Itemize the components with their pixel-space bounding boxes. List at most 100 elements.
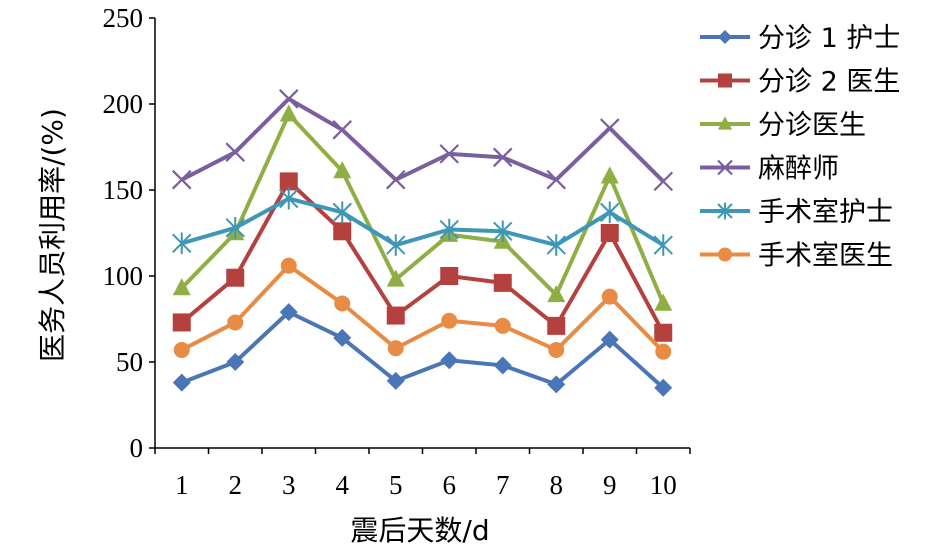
data-point bbox=[387, 340, 404, 357]
data-point bbox=[280, 257, 297, 274]
data-point bbox=[333, 222, 352, 241]
data-point bbox=[279, 187, 299, 210]
legend-item: 手术室护士 bbox=[700, 197, 893, 228]
data-point bbox=[172, 278, 191, 296]
y-tick-label: 250 bbox=[103, 3, 144, 33]
data-point bbox=[654, 293, 673, 311]
legend-marker bbox=[718, 30, 732, 44]
data-point bbox=[599, 118, 620, 138]
data-point bbox=[172, 313, 191, 332]
data-point bbox=[653, 234, 673, 256]
legend-marker bbox=[718, 247, 732, 262]
series-3 bbox=[172, 104, 673, 311]
series-layer bbox=[171, 89, 674, 397]
data-point bbox=[600, 166, 619, 184]
legend-label: 手术室医生 bbox=[758, 241, 893, 272]
data-point bbox=[226, 353, 245, 371]
data-point bbox=[225, 217, 245, 239]
data-point bbox=[279, 172, 298, 191]
legend-marker bbox=[718, 73, 732, 88]
legend-item: 麻醉师 bbox=[700, 154, 839, 185]
legend-item: 分诊 2 医生 bbox=[700, 67, 900, 98]
series-line bbox=[181, 310, 665, 390]
data-point bbox=[655, 343, 672, 360]
legend-item: 分诊 1 护士 bbox=[700, 23, 900, 54]
legend-marker bbox=[717, 159, 733, 176]
series-4 bbox=[171, 89, 674, 192]
axes: 0 50 100 150 200 250 1 2 3 4 5 6 7 8 9 10 bbox=[103, 3, 691, 500]
data-point bbox=[546, 234, 566, 256]
data-point bbox=[279, 303, 298, 322]
y-tick-label: 150 bbox=[103, 175, 144, 205]
legend-label: 分诊 1 护士 bbox=[758, 23, 900, 54]
data-point bbox=[546, 169, 567, 190]
data-point bbox=[227, 314, 244, 331]
x-tick-label: 4 bbox=[336, 470, 350, 500]
data-point bbox=[654, 378, 673, 397]
data-point bbox=[279, 104, 298, 122]
data-point bbox=[333, 161, 352, 179]
legend-label: 麻醉师 bbox=[758, 154, 839, 185]
data-point bbox=[225, 142, 246, 162]
data-point bbox=[653, 171, 674, 192]
data-point bbox=[548, 341, 565, 358]
x-tick-label: 1 bbox=[175, 470, 189, 500]
data-point bbox=[494, 317, 511, 334]
legend-label: 分诊 2 医生 bbox=[758, 67, 900, 98]
data-point bbox=[173, 341, 190, 358]
series-line bbox=[180, 96, 665, 183]
y-tick-label: 50 bbox=[116, 347, 143, 377]
x-tick-label: 2 bbox=[229, 470, 243, 500]
data-point bbox=[493, 356, 512, 375]
data-point bbox=[332, 201, 352, 224]
data-point bbox=[386, 306, 405, 325]
y-tick-label: 100 bbox=[103, 261, 144, 291]
y-tick-label: 0 bbox=[130, 433, 144, 463]
data-point bbox=[385, 169, 406, 190]
data-point bbox=[333, 328, 352, 347]
legend-label: 手术室护士 bbox=[758, 197, 893, 228]
series-line bbox=[180, 112, 666, 305]
legend-item: 分诊医生 bbox=[700, 110, 866, 141]
data-point bbox=[440, 267, 459, 285]
series-2 bbox=[172, 172, 673, 342]
data-point bbox=[600, 224, 619, 242]
data-point bbox=[332, 120, 353, 140]
x-tick-label: 8 bbox=[550, 470, 564, 500]
data-point bbox=[601, 288, 618, 305]
data-point bbox=[600, 330, 619, 349]
x-tick-label: 6 bbox=[443, 470, 457, 500]
series-line bbox=[181, 196, 665, 248]
data-point bbox=[493, 273, 512, 292]
data-point bbox=[440, 351, 459, 370]
y-tick-label: 200 bbox=[103, 89, 144, 119]
series-1 bbox=[172, 303, 673, 397]
data-point bbox=[386, 371, 405, 390]
x-tick-label: 10 bbox=[650, 470, 677, 500]
data-point bbox=[334, 295, 351, 312]
data-point bbox=[278, 89, 299, 109]
data-point bbox=[172, 373, 191, 392]
data-point bbox=[547, 375, 566, 394]
x-tick-label: 5 bbox=[389, 470, 403, 500]
legend-label: 分诊医生 bbox=[758, 110, 866, 141]
data-point bbox=[600, 201, 620, 224]
series-6 bbox=[173, 257, 672, 360]
data-point bbox=[493, 220, 513, 243]
data-point bbox=[439, 144, 460, 164]
data-point bbox=[386, 269, 405, 287]
series-line bbox=[180, 263, 665, 354]
x-tick-label: 7 bbox=[496, 470, 510, 500]
data-point bbox=[226, 268, 245, 287]
data-point bbox=[172, 232, 192, 255]
data-point bbox=[547, 285, 566, 303]
data-point bbox=[654, 323, 673, 342]
legend-marker bbox=[718, 116, 732, 130]
data-point bbox=[492, 147, 513, 168]
y-axis-title: 医务人员利用率/(%) bbox=[36, 108, 69, 362]
x-tick-label: 9 bbox=[603, 470, 617, 500]
data-point bbox=[386, 234, 406, 256]
data-point bbox=[547, 316, 566, 335]
legend-item: 手术室医生 bbox=[700, 241, 893, 272]
